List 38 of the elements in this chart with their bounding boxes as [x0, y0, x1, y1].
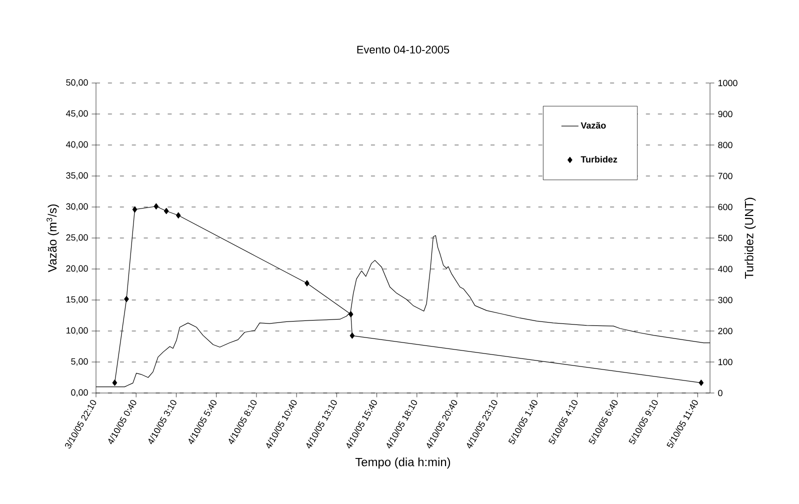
- y2-tick-label: 200: [718, 328, 732, 334]
- y-tick-label: 30,00: [66, 203, 88, 211]
- y-tick-label: 35,00: [66, 172, 88, 180]
- point: [124, 296, 129, 302]
- point: [154, 203, 159, 210]
- y2-tick-label: 300: [718, 296, 732, 304]
- legend-label: Vazão: [580, 122, 606, 129]
- y-tick-label: 5,00: [71, 358, 88, 366]
- y2-tick-label: 700: [718, 172, 732, 180]
- x-axis-title: Tempo (dia h:min): [355, 458, 450, 469]
- point: [132, 206, 138, 213]
- y2-axis-title: Turbidez (UNT): [744, 198, 756, 279]
- point: [698, 380, 704, 386]
- y-tick-label: 10,00: [66, 327, 88, 335]
- point: [304, 280, 310, 286]
- y2-tick-label: 0: [718, 390, 722, 396]
- y-axis-title: Vazão (m$^{3}$/s): [46, 204, 59, 272]
- y-tick-label: 15,00: [66, 296, 88, 304]
- point: [164, 208, 169, 214]
- y2-tick-label: 800: [718, 142, 732, 148]
- y2-tick-label: 600: [718, 204, 732, 210]
- point: [112, 380, 118, 386]
- chart-title: Evento 04-10-2005: [357, 46, 450, 54]
- y-tick-label: 50,00: [66, 79, 88, 87]
- y-tick-label: 40,00: [66, 141, 88, 149]
- y-tick-label: 0,00: [71, 389, 88, 397]
- point: [350, 332, 355, 339]
- y2-tick-label: 1000: [718, 80, 738, 86]
- y2-tick-label: 100: [718, 358, 732, 366]
- y-tick-label: 45,00: [66, 110, 88, 118]
- legend-label: Turbidez: [580, 156, 618, 163]
- y2-tick-label: 500: [718, 234, 732, 242]
- y2-tick-label: 400: [718, 266, 732, 272]
- y2-tick-label: 900: [718, 110, 732, 118]
- y-tick-label: 25,00: [66, 234, 88, 242]
- y-tick-label: 20,00: [66, 265, 88, 273]
- point: [176, 212, 181, 218]
- point: [348, 311, 354, 318]
